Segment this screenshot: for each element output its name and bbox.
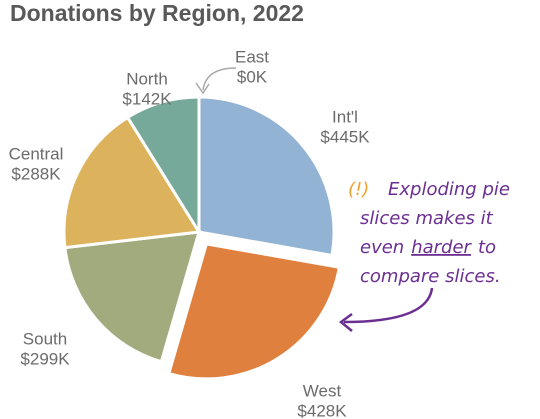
slice-value-label: $288K [11, 164, 61, 183]
pie-slice [125, 95, 201, 238]
east-arrow [202, 67, 237, 91]
slice-label: South [23, 329, 67, 348]
annotation-word: Exploding pie [388, 179, 510, 200]
pie-slice [63, 230, 202, 364]
annotation-line: slices makes it [360, 208, 494, 229]
chart-title: Donations by Region, 2022 [10, 0, 304, 26]
annotation-arrow [343, 287, 434, 324]
slice-label: Central [9, 144, 64, 163]
annotation-word: to [478, 237, 496, 258]
slice-value-label: $445K [320, 127, 370, 146]
pie-slice [197, 95, 336, 258]
annotation-word: slices makes it [360, 208, 494, 229]
pie-slice [62, 115, 202, 250]
annotation-line: compare slices. [360, 266, 501, 287]
slice-value-label: $0K [237, 67, 268, 86]
annotation-arrowhead [338, 312, 353, 332]
annotation-word: even [360, 237, 404, 258]
annotation-line: even harder to [360, 237, 496, 258]
slice-value-label: $428K [297, 401, 347, 419]
pie-slice [166, 242, 342, 381]
east-arrowhead [195, 82, 210, 95]
annotation-mark: (!) [348, 179, 369, 200]
slice-label: Int'l [332, 107, 358, 126]
annotation-word: harder [411, 237, 472, 258]
slice-label: West [303, 381, 342, 400]
slice-label: East [235, 47, 269, 66]
slice-label: North [126, 69, 168, 88]
slice-value-label: $142K [122, 89, 172, 108]
slice-value-label: $299K [20, 349, 70, 368]
annotation-word: compare slices. [360, 266, 501, 287]
annotation-line: Exploding pie [388, 179, 510, 200]
